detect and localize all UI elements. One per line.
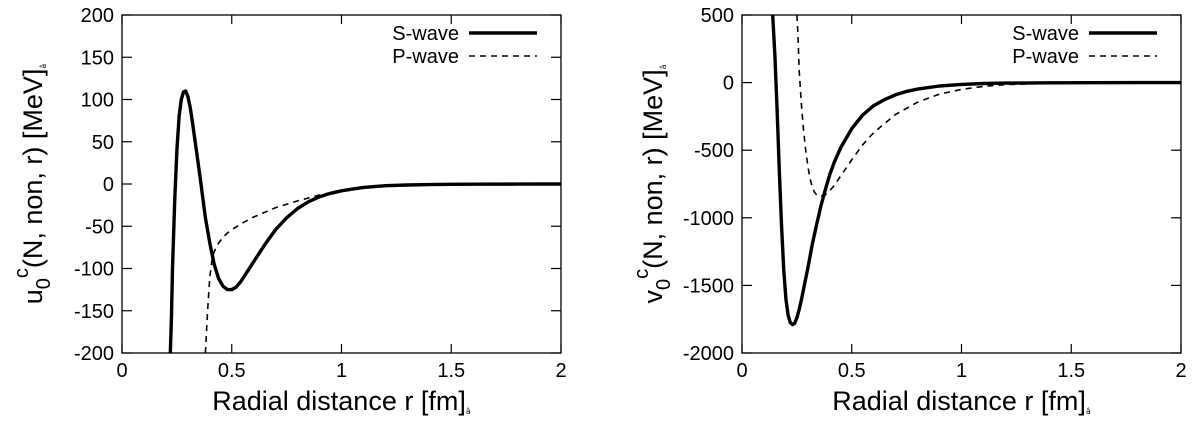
chart-2: 0 0.5 1 1.5 2 500 0 -500 -1000 -1500 -2000 Radial d… xyxy=(631,5,1187,416)
legend-label: S-wave xyxy=(392,23,459,45)
plot-frame xyxy=(741,14,1182,354)
x-tick-label: 0 xyxy=(116,360,127,382)
x-tick-label: 1.5 xyxy=(437,360,465,382)
legend-label: P-wave xyxy=(392,46,459,68)
y-tick-label: -150 xyxy=(74,301,114,323)
x-tick-label: 2 xyxy=(555,360,566,382)
y-axis-title: u0c(N, non, r) [MeV]â xyxy=(11,64,55,305)
y-tick-label: -1500 xyxy=(683,275,734,297)
y-tick-label: 0 xyxy=(723,73,734,95)
x-axis-title: Radial distance r [fm]â xyxy=(212,386,471,416)
y-tick-label: 0 xyxy=(103,174,114,196)
legend-label: P-wave xyxy=(1012,46,1079,68)
y-tick-label: 500 xyxy=(701,5,734,27)
y-tick-label: 200 xyxy=(81,5,114,27)
y-tick-label: -500 xyxy=(694,140,734,162)
x-tick-label: 0 xyxy=(736,360,747,382)
series-line-s-wave xyxy=(771,15,1181,327)
x-tick-label: 1 xyxy=(336,360,347,382)
y-tick-label: -100 xyxy=(74,259,114,281)
x-tick-label: 1.5 xyxy=(1057,360,1085,382)
x-tick-label: 0.5 xyxy=(838,360,866,382)
series-line-p-wave xyxy=(796,15,1181,197)
x-tick-label: 0.5 xyxy=(218,360,246,382)
y-tick-label: -1000 xyxy=(683,208,734,230)
series-line-p-wave xyxy=(204,183,561,353)
x-tick-label: 1 xyxy=(956,360,967,382)
x-tick-label: 2 xyxy=(1175,360,1186,382)
chart-1: 0 0.5 1 1.5 2 200 150 100 50 0 -50 -100 -150 -200 Radi… xyxy=(11,5,567,416)
legend-label: S-wave xyxy=(1012,23,1079,45)
y-tick-label: 50 xyxy=(92,132,114,154)
x-axis-title: Radial distance r [fm]â xyxy=(832,386,1091,416)
y-tick-label: 150 xyxy=(81,47,114,69)
y-tick-label: 100 xyxy=(81,90,114,112)
series-line-s-wave xyxy=(168,89,561,353)
y-tick-label: -50 xyxy=(85,216,114,238)
y-tick-label: -2000 xyxy=(683,343,734,365)
y-tick-label: -200 xyxy=(74,343,114,365)
y-axis-title: v0c(N, non, r) [MeV]â xyxy=(631,64,675,303)
